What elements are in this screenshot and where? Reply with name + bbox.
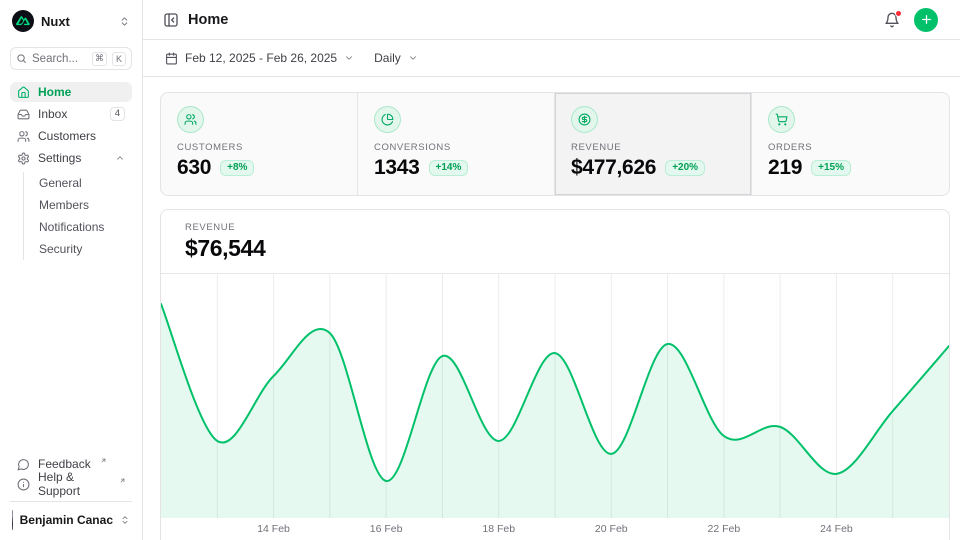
main-area: Home Feb 12, 2025 - Feb 26, 2025: [143, 0, 960, 540]
chevrons-up-down-icon: [120, 515, 130, 525]
revenue-chart-panel: REVENUE $76,544 14 Feb 16 Feb 18 Feb 20 Feb…: [160, 209, 950, 540]
sidebar-item-inbox[interactable]: Inbox 4: [10, 104, 132, 124]
user-name: Benjamin Canac: [20, 513, 113, 527]
chart-label: REVENUE: [185, 222, 925, 233]
stat-value: 219: [768, 156, 802, 180]
x-axis-label: 22 Feb: [707, 523, 740, 535]
sidebar-item-label: Settings: [38, 151, 81, 165]
stat-delta-badge: +20%: [665, 160, 705, 176]
chevron-up-icon: [115, 153, 125, 163]
notifications-button[interactable]: [884, 12, 900, 28]
stat-card-revenue[interactable]: REVENUE $477,626 +20%: [555, 93, 752, 195]
sidebar-item-members[interactable]: Members: [39, 194, 132, 216]
stat-delta-badge: +14%: [429, 160, 469, 176]
x-axis-label: 20 Feb: [595, 523, 628, 535]
stat-value: 1343: [374, 156, 420, 180]
sidebar-item-label: Home: [38, 85, 71, 99]
chevrons-up-down-icon: [119, 16, 130, 27]
x-axis-label: 16 Feb: [370, 523, 403, 535]
inbox-count-badge: 4: [110, 107, 125, 121]
x-axis-label: 14 Feb: [257, 523, 290, 535]
users-icon: [184, 113, 197, 126]
home-icon: [17, 86, 30, 99]
shopping-cart-icon: [775, 113, 788, 126]
feedback-label: Feedback: [38, 457, 91, 471]
user-menu[interactable]: Benjamin Canac: [10, 501, 132, 532]
sidebar-item-customers[interactable]: Customers: [10, 126, 132, 146]
chevron-down-icon: [344, 53, 354, 63]
stat-label: REVENUE: [571, 142, 735, 153]
stat-card-conversions[interactable]: CONVERSIONS 1343 +14%: [358, 93, 555, 195]
external-link-icon: [119, 477, 126, 484]
stat-delta-badge: +15%: [811, 160, 851, 176]
revenue-area-chart[interactable]: [161, 274, 949, 518]
panel-left-close-icon: [163, 12, 179, 28]
help-support-link[interactable]: Help & Support: [10, 474, 132, 494]
settings-submenu: General Members Notifications Security: [23, 172, 132, 260]
stat-label: CONVERSIONS: [374, 142, 538, 153]
date-range-picker[interactable]: Feb 12, 2025 - Feb 26, 2025: [165, 51, 354, 65]
submenu-label: Members: [39, 198, 89, 212]
chevron-down-icon: [408, 53, 418, 63]
chart-header: REVENUE $76,544: [161, 210, 949, 274]
submenu-label: Security: [39, 242, 82, 256]
filters-toolbar: Feb 12, 2025 - Feb 26, 2025 Daily: [143, 40, 960, 77]
stat-card-customers[interactable]: CUSTOMERS 630 +8%: [161, 93, 358, 195]
dashboard-content: CUSTOMERS 630 +8% CONVERSIONS 1343 +14%: [143, 77, 960, 540]
page-title: Home: [188, 12, 228, 28]
period-label: Daily: [374, 51, 401, 65]
x-axis-label: 24 Feb: [820, 523, 853, 535]
inbox-icon: [17, 108, 30, 121]
users-icon: [17, 130, 30, 143]
date-range-label: Feb 12, 2025 - Feb 26, 2025: [185, 51, 337, 65]
stats-grid: CUSTOMERS 630 +8% CONVERSIONS 1343 +14%: [160, 92, 950, 196]
stat-card-orders[interactable]: ORDERS 219 +15%: [752, 93, 949, 195]
sidebar-item-security[interactable]: Security: [39, 238, 132, 260]
stat-label: CUSTOMERS: [177, 142, 341, 153]
page-header: Home: [143, 0, 960, 40]
sidebar-item-label: Customers: [38, 129, 96, 143]
message-circle-icon: [17, 458, 30, 471]
sidebar-item-label: Inbox: [38, 107, 67, 121]
search-placeholder: Search...: [32, 53, 87, 65]
calendar-icon: [165, 52, 178, 65]
x-axis: 14 Feb 16 Feb 18 Feb 20 Feb 22 Feb 24 Feb: [161, 518, 949, 540]
circle-dollar-icon: [578, 113, 591, 126]
stat-delta-badge: +8%: [220, 160, 254, 176]
notification-dot: [895, 10, 902, 17]
workspace-switcher[interactable]: Nuxt: [10, 9, 132, 33]
period-select[interactable]: Daily: [374, 51, 418, 65]
gear-icon: [17, 152, 30, 165]
sidebar-item-home[interactable]: Home: [10, 82, 132, 102]
help-support-label: Help & Support: [38, 470, 110, 498]
info-icon: [17, 478, 30, 491]
workspace-name: Nuxt: [41, 14, 70, 29]
stat-value: 630: [177, 156, 211, 180]
sidebar-spacer: [10, 260, 132, 454]
sidebar-item-notifications[interactable]: Notifications: [39, 216, 132, 238]
plus-icon: [920, 13, 933, 26]
chart-value: $76,544: [185, 235, 925, 262]
stat-label: ORDERS: [768, 142, 933, 153]
search-icon: [16, 53, 27, 64]
x-axis-label: 18 Feb: [482, 523, 515, 535]
sidebar-item-general[interactable]: General: [39, 172, 132, 194]
sidebar-item-settings[interactable]: Settings: [10, 148, 132, 168]
sidebar-nav: Home Inbox 4 Customers Settings Ge: [10, 82, 132, 260]
chart-pie-icon: [381, 113, 394, 126]
external-link-icon: [100, 457, 107, 464]
sidebar-toggle-button[interactable]: [163, 12, 179, 28]
stat-value: $477,626: [571, 156, 656, 180]
submenu-label: Notifications: [39, 220, 104, 234]
kbd-k: K: [112, 52, 126, 66]
kbd-meta: ⌘: [92, 52, 107, 66]
sidebar: Nuxt Search... ⌘ K Home Inbox 4: [0, 0, 143, 540]
add-button[interactable]: [914, 8, 938, 32]
avatar: [12, 510, 13, 530]
search-input[interactable]: Search... ⌘ K: [10, 47, 132, 70]
nuxt-logo: [12, 10, 34, 32]
revenue-chart-svg: [161, 274, 949, 518]
submenu-label: General: [39, 176, 82, 190]
